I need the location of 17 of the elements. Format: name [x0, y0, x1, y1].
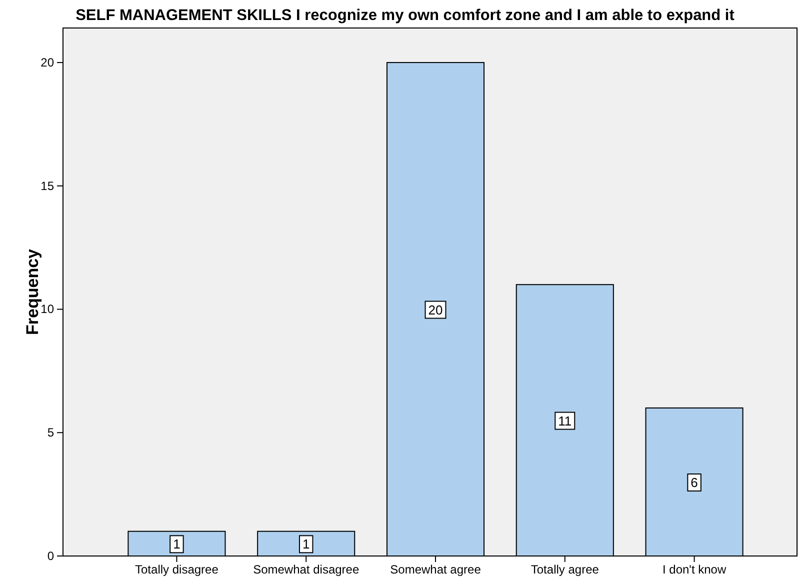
x-tick-label: Totally disagree	[135, 562, 219, 577]
y-tick-label: 10	[40, 302, 54, 316]
y-tick-label: 0	[47, 548, 54, 563]
x-tick-label: Somewhat agree	[390, 562, 482, 577]
y-axis-title: Frequency	[23, 248, 42, 335]
y-tick-label: 15	[40, 178, 54, 193]
data-label: 20	[428, 302, 443, 318]
chart-title: SELF MANAGEMENT SKILLS I recognize my own comfort zone and I am able to expand it	[76, 7, 734, 24]
data-label: 11	[558, 413, 572, 428]
data-label: 1	[302, 536, 310, 552]
x-tick-label: Totally agree	[530, 562, 600, 577]
data-label: 6	[690, 474, 698, 490]
data-label: 1	[173, 536, 180, 552]
x-tick-label: I don't know	[662, 562, 726, 577]
x-tick-label: Somewhat disagree	[253, 562, 360, 577]
y-tick-label: 20	[40, 55, 54, 70]
y-tick-label: 5	[47, 425, 54, 440]
